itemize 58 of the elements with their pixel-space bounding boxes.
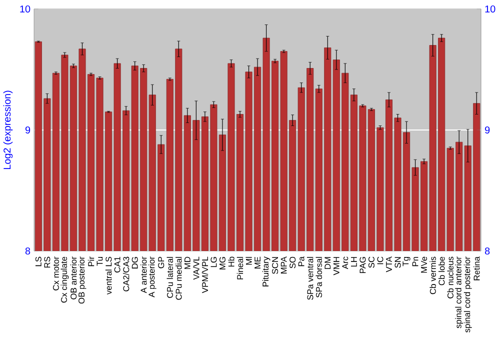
x-tick-label: SCN: [272, 257, 278, 274]
x-tick-label: A anterior: [140, 256, 147, 294]
x-tick-label: LS: [35, 256, 42, 266]
x-tick-label: RS: [44, 256, 50, 268]
x-tick-label: CA2/CA3: [122, 256, 130, 292]
x-tick-label: OB anterior: [70, 256, 77, 300]
x-tick-label: Pa: [298, 256, 304, 266]
x-tick-label: VMH: [333, 257, 340, 276]
x-tick-label: MVe: [421, 256, 427, 273]
x-tick-label: SO: [290, 256, 296, 268]
x-tick-label: Cb lobe: [438, 256, 445, 286]
x-tick-label: ME: [254, 256, 260, 268]
x-tick-label: CPu lateral: [166, 257, 173, 298]
x-tick-label: A posterior: [148, 256, 156, 298]
x-tick-label: GP: [158, 256, 164, 268]
y-tick-label: 9: [25, 126, 30, 134]
x-tick-label: Cb vermis: [430, 256, 436, 294]
x-tick-label: Cx motor: [52, 256, 59, 290]
x-tick-label: LH: [351, 257, 357, 267]
x-tick-label: MPA: [280, 256, 287, 274]
x-tick-label: IC: [377, 256, 384, 264]
x-tick-label: Retina: [474, 256, 480, 280]
x-tick-label: spinal cord anterior: [455, 256, 464, 328]
x-tick-label: Tu: [96, 257, 103, 266]
x-tick-label: VA/VL: [193, 256, 200, 280]
x-tick-label: CA1: [114, 256, 120, 272]
y2-tick-label: 9: [485, 126, 490, 134]
x-tick-label: Tg: [402, 256, 410, 266]
x-tick-label: SPa dorsal: [316, 257, 322, 298]
x-tick-label: Ml: [246, 257, 252, 265]
x-tick-label: DG: [132, 257, 138, 268]
x-tick-label: Hb: [228, 256, 234, 267]
x-tick-label: MG: [219, 257, 226, 270]
x-tick-label: Cx cingulate: [60, 256, 69, 303]
x-tick-label: SN: [394, 257, 401, 268]
x-tick-label: spinal cord posterior: [464, 256, 472, 332]
x-tick-label: LG: [210, 257, 217, 268]
y-axis-title: Log2 (expression): [3, 90, 13, 170]
x-tick-label: Pir: [88, 256, 94, 266]
y-tick-label: 10: [20, 5, 30, 13]
x-tick-label: SC: [368, 256, 374, 268]
x-tick-label: Pn: [412, 256, 418, 266]
x-tick-label: Pineal: [236, 257, 244, 280]
x-tick-label: MD: [184, 256, 190, 269]
x-tick-label: PAG: [360, 257, 366, 274]
x-tick-label: ventral LS: [105, 256, 112, 295]
x-tick-label: Arc: [342, 256, 348, 270]
x-tick-label: Cb nucleus: [447, 256, 454, 298]
x-tick-label: OB posterior: [78, 256, 86, 304]
y-tick-label: 8: [25, 247, 30, 255]
y2-tick-label: 8: [484, 247, 490, 255]
x-tick-label: SPa ventral: [306, 257, 314, 300]
y2-tick-label: 10: [485, 5, 496, 13]
x-tick-label: VTA: [386, 256, 392, 272]
x-tick-label: Pituitary: [262, 256, 270, 286]
x-tick-label: CPu medial: [176, 257, 182, 300]
x-tick-label: DM: [324, 257, 331, 269]
x-tick-label: VPM/VPL: [202, 256, 208, 294]
